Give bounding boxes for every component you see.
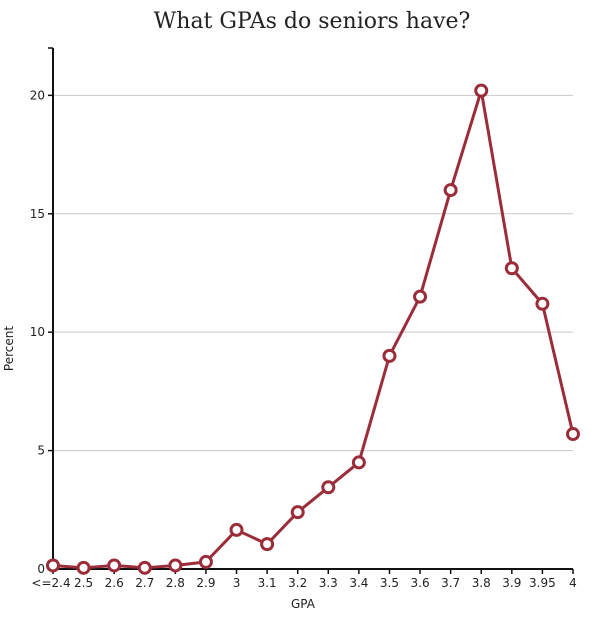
series-line [52, 89, 575, 570]
y-axis-label: Percent [2, 326, 16, 371]
x-tick-label: 3 [233, 576, 241, 590]
x-tick-label: 4 [569, 576, 577, 590]
y-tick-label: 10 [30, 325, 45, 339]
data-point-11[interactable] [382, 348, 397, 363]
x-tick-label: 2.7 [135, 576, 154, 590]
series [46, 83, 580, 575]
data-point-12[interactable] [413, 289, 428, 304]
x-tick-label: <=2.4 [31, 576, 70, 590]
y-tick-label: 0 [37, 562, 45, 576]
data-point-6[interactable] [229, 522, 244, 537]
y-tick-label: 5 [37, 444, 45, 458]
data-point-17[interactable] [566, 427, 580, 442]
x-tick-label: 3.2 [288, 576, 307, 590]
x-tick-label: 3.7 [441, 576, 460, 590]
data-point-2[interactable] [107, 558, 122, 573]
axes [52, 48, 573, 570]
data-point-9[interactable] [321, 480, 336, 495]
x-tick-label: 3.95 [529, 576, 556, 590]
data-point-10[interactable] [351, 455, 366, 470]
data-point-7[interactable] [260, 537, 275, 552]
x-tick-label: 2.8 [166, 576, 185, 590]
gridlines [53, 94, 573, 452]
data-point-5[interactable] [198, 554, 213, 569]
data-point-1[interactable] [76, 560, 91, 575]
x-axis-label: GPA [291, 597, 316, 611]
x-tick-label: 2.5 [74, 576, 93, 590]
data-point-4[interactable] [168, 558, 183, 573]
chart-title: What GPAs do seniors have? [154, 9, 471, 34]
data-point-8[interactable] [290, 505, 305, 520]
x-tick-label: 3.8 [472, 576, 491, 590]
x-tick-label: 3.4 [349, 576, 368, 590]
x-tick-label: 3.6 [411, 576, 430, 590]
data-point-16[interactable] [535, 296, 550, 311]
data-point-15[interactable] [504, 261, 519, 276]
x-tick-label: 3.9 [502, 576, 521, 590]
data-point-0[interactable] [46, 558, 60, 573]
y-ticks: 0 5 10 15 20 [30, 47, 53, 576]
x-tick-label: 2.6 [105, 576, 124, 590]
y-tick-label: 20 [30, 88, 45, 102]
data-point-13[interactable] [443, 183, 458, 198]
y-tick-label: 15 [30, 207, 45, 221]
x-tick-label: 3.5 [380, 576, 399, 590]
data-point-14[interactable] [474, 83, 489, 98]
data-point-3[interactable] [137, 560, 152, 575]
x-tick-label: 2.9 [196, 576, 215, 590]
x-tick-label: 3.3 [319, 576, 338, 590]
x-tick-label: 3.1 [258, 576, 277, 590]
